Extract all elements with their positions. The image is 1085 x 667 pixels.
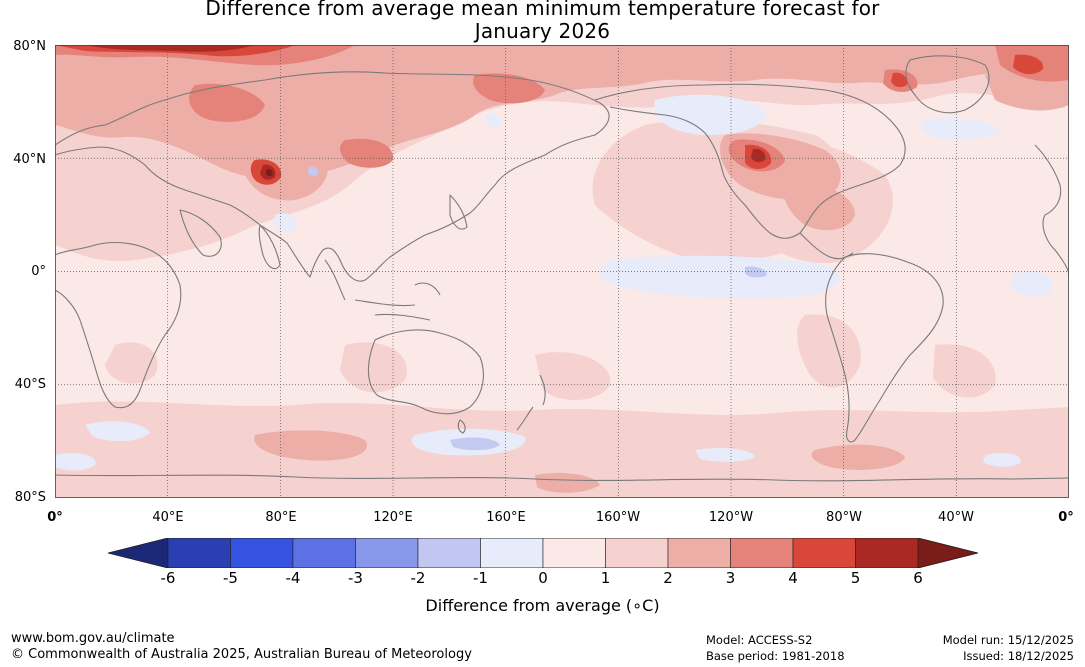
colorbar-label: Difference from average (∘C)	[425, 596, 660, 615]
footer-base-period: Base period: 1981-2018	[706, 649, 845, 663]
colorbar-segment	[667, 538, 731, 568]
colorbar-tick-label: -4	[285, 569, 301, 587]
footer-model-run: Model run: 15/12/2025	[942, 633, 1074, 647]
title-line-2: January 2026	[474, 19, 611, 43]
lat-label-0: 0°	[31, 264, 46, 279]
colorbar-tick-label: 0	[538, 569, 548, 587]
footer-model: Model: ACCESS-S2	[706, 633, 813, 647]
footer-copyright: © Commonwealth of Australia 2025, Austra…	[11, 647, 472, 662]
graticule	[55, 45, 1069, 498]
colorbar-tick-label: 2	[663, 569, 673, 587]
lat-label-80n: 80°N	[13, 39, 46, 54]
lon-label-160w: 160°W	[595, 510, 641, 525]
lon-label-0-right: 0°	[1058, 510, 1074, 525]
anomaly-map-svg	[55, 45, 1069, 498]
lon-label-40e: 40°E	[152, 510, 184, 525]
lon-label-40w: 40°W	[938, 510, 974, 525]
colorbar-segment	[417, 538, 481, 568]
colorbar-tick-label: 1	[600, 569, 611, 587]
map-title: Difference from average mean minimum tem…	[0, 0, 1085, 43]
colorbar-tick-label: -1	[473, 569, 488, 587]
colorbar-tick-label: -3	[348, 569, 363, 587]
anomaly-field	[55, 45, 1069, 498]
anomaly-map	[55, 45, 1069, 498]
footer-issued: Issued: 18/12/2025	[963, 649, 1074, 663]
lon-label-80w: 80°W	[826, 510, 862, 525]
colorbar-segment	[167, 538, 231, 568]
colorbar-segment	[230, 538, 294, 568]
colorbar-tick-label: -6	[160, 569, 176, 587]
lat-label-40s: 40°S	[14, 377, 46, 392]
colorbar-segment	[108, 538, 169, 568]
colorbar-segment	[792, 538, 856, 568]
lon-label-120w: 120°W	[708, 510, 754, 525]
coastlines	[55, 55, 1069, 482]
lon-label-120e: 120°E	[373, 510, 413, 525]
title-line-1: Difference from average mean minimum tem…	[205, 0, 880, 20]
colorbar-segment	[355, 538, 419, 568]
colorbar-segment	[855, 538, 919, 568]
map-frame	[55, 45, 1069, 498]
colorbar-tick-label: 6	[913, 569, 923, 587]
colorbar-tick-label: -2	[410, 569, 426, 587]
colorbar	[108, 538, 978, 568]
colorbar-tick-label: 5	[850, 569, 861, 587]
colorbar-segment	[605, 538, 669, 568]
footer-website[interactable]: www.bom.gov.au/climate	[11, 631, 175, 646]
lat-label-40n: 40°N	[13, 152, 46, 167]
lon-label-80e: 80°E	[265, 510, 297, 525]
colorbar-segment	[730, 538, 794, 568]
colorbar-tick-label: -5	[223, 569, 238, 587]
colorbar-segment	[292, 538, 356, 568]
colorbar-tick-label: 4	[788, 569, 798, 587]
colorbar-segment	[542, 538, 606, 568]
colorbar-segment	[917, 538, 978, 568]
lat-label-80s: 80°S	[14, 490, 46, 505]
lon-label-0-left: 0°	[47, 510, 63, 525]
colorbar-tick-label: 3	[725, 569, 736, 587]
lon-label-160e: 160°E	[486, 510, 526, 525]
colorbar-segment	[480, 538, 544, 568]
